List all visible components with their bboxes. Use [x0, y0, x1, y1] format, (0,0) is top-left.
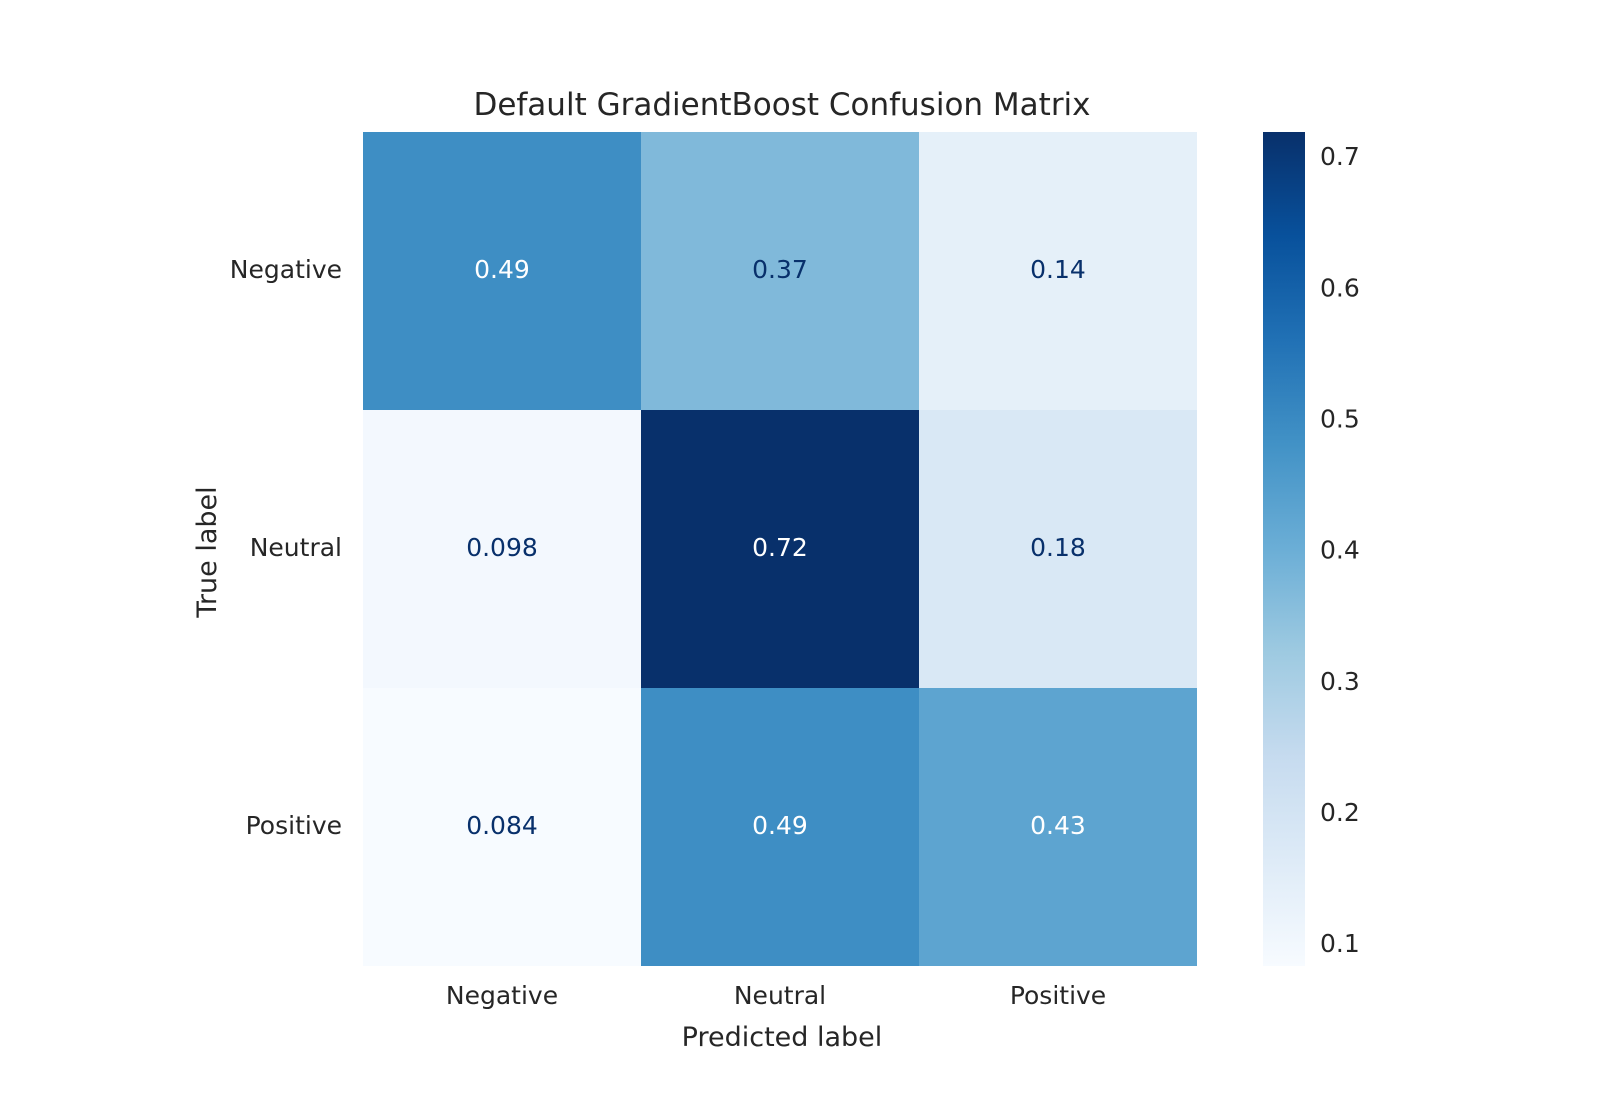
heatmap-cell-r1-c1: [641, 410, 919, 688]
cell-value-r0-c2: 0.14: [1030, 255, 1086, 284]
cell-value-r2-c0: 0.084: [466, 811, 538, 840]
y-tick-neutral: Neutral: [250, 533, 342, 562]
heatmap-cell-r2-c2: [919, 688, 1197, 966]
y-tick-negative: Negative: [230, 255, 342, 284]
x-tick-neutral: Neutral: [734, 981, 826, 1010]
heatmap-cell-labels: 0.49 0.37 0.14 0.098 0.72 0.18 0.084 0.49 0.43: [466, 255, 1086, 840]
colorbar-tick-0.1: 0.1: [1320, 929, 1360, 958]
colorbar-tick-0.3: 0.3: [1320, 667, 1360, 696]
heatmap-cell-r1-c2: [919, 410, 1197, 688]
x-tick-positive: Positive: [1010, 981, 1106, 1010]
colorbar: [1263, 132, 1305, 966]
colorbar-tick-0.2: 0.2: [1320, 798, 1360, 827]
colorbar-tick-0.4: 0.4: [1320, 536, 1360, 565]
heatmap-cell-r0-c2: [919, 132, 1197, 410]
heatmap-cell-r2-c0: [363, 688, 641, 966]
x-axis-label: Predicted label: [682, 1022, 883, 1053]
cell-value-r0-c0: 0.49: [474, 255, 530, 284]
cell-value-r2-c1: 0.49: [752, 811, 808, 840]
chart-title: Default GradientBoost Confusion Matrix: [473, 87, 1090, 123]
x-tick-labels: Negative Neutral Positive: [446, 981, 1106, 1010]
cell-value-r0-c1: 0.37: [752, 255, 808, 284]
heatmap-cell-r2-c1: [641, 688, 919, 966]
y-axis-label: True label: [192, 486, 223, 618]
y-tick-labels: Negative Neutral Positive: [230, 255, 342, 840]
colorbar-tick-0.7: 0.7: [1320, 142, 1360, 171]
heatmap-cell-r0-c0: [363, 132, 641, 410]
colorbar-tick-0.6: 0.6: [1320, 273, 1360, 302]
x-tick-negative: Negative: [446, 981, 558, 1010]
heatmap-cell-r0-c1: [641, 132, 919, 410]
colorbar-tick-labels: 0.1 0.2 0.3 0.4 0.5 0.6 0.7: [1320, 142, 1360, 958]
cell-value-r1-c1: 0.72: [752, 533, 808, 562]
colorbar-tick-0.5: 0.5: [1320, 404, 1360, 433]
cell-value-r1-c0: 0.098: [466, 533, 538, 562]
heatmap-cell-r1-c0: [363, 410, 641, 688]
cell-value-r1-c2: 0.18: [1030, 533, 1086, 562]
cell-value-r2-c2: 0.43: [1030, 811, 1086, 840]
y-tick-positive: Positive: [246, 811, 342, 840]
heatmap-cells: [363, 132, 1197, 966]
